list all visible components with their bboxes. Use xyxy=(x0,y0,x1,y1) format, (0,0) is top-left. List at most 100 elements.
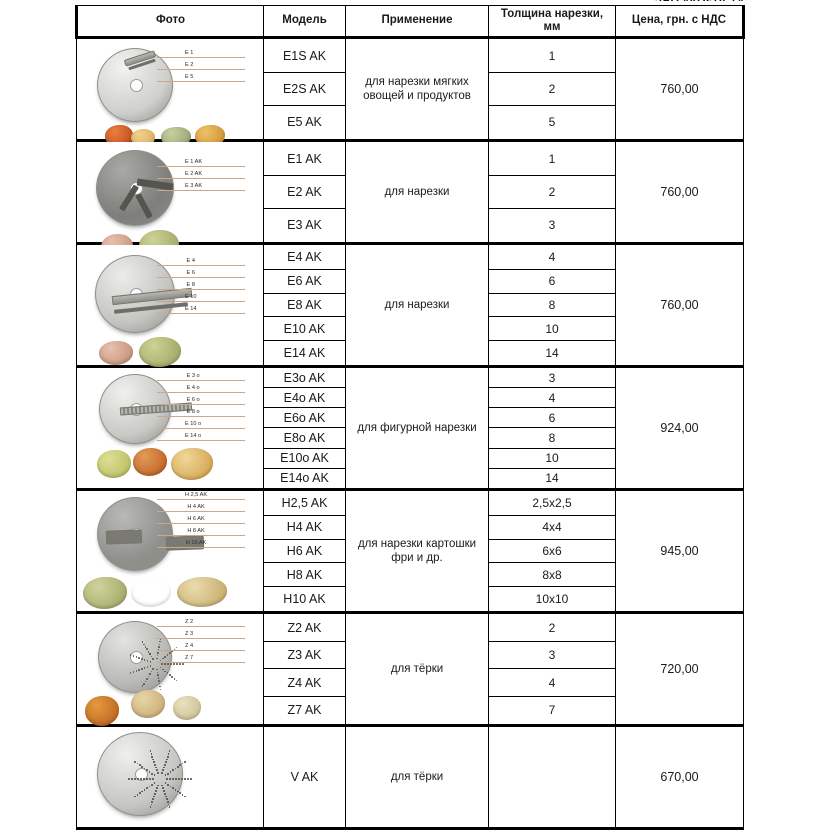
grater-tooth xyxy=(165,798,168,800)
grater-tooth xyxy=(143,643,145,646)
table-row: V AK для тёрки 670,00 xyxy=(76,724,744,830)
grater-tooth xyxy=(163,790,165,792)
application-cell: для нарезки мягких овощей и продуктов xyxy=(345,36,489,141)
table-row: Z4 AK 4 xyxy=(77,668,744,697)
grater-tooth xyxy=(156,787,158,790)
model-cell: E8 AK xyxy=(263,292,346,318)
grater-tooth xyxy=(167,663,169,665)
grater-tooth xyxy=(157,652,159,654)
grater-tooth xyxy=(166,654,169,656)
photo-cell-group-e-o: E 3 о E 4 о E 6 о E 8 о E 10 о E 14 о xyxy=(76,365,264,490)
grater-tooth xyxy=(165,795,167,798)
grater-tooth xyxy=(167,753,170,755)
grater-tooth xyxy=(147,675,150,678)
grater-tooth xyxy=(137,778,139,781)
thickness-cell: 1 xyxy=(488,35,616,74)
grater-tooth xyxy=(173,648,176,651)
food-sample xyxy=(97,450,131,478)
grater-tooth xyxy=(158,643,161,646)
grater-tooth xyxy=(141,790,144,793)
table-row: H8 AK 8x8 xyxy=(77,562,744,588)
grater-tooth xyxy=(178,778,180,781)
thickness-cell: 5 xyxy=(488,104,616,143)
grater-tooth xyxy=(176,663,178,665)
grater-tooth xyxy=(143,767,146,770)
grater-tooth xyxy=(152,778,154,781)
model-cell: E8o AK xyxy=(263,427,346,449)
application-cell: для тёрки xyxy=(345,724,489,830)
photo-cell-content: E 4 E 6 E 8 E 10 E 14 xyxy=(77,245,263,367)
grater-tooth xyxy=(164,670,166,673)
grater-tooth xyxy=(169,778,171,781)
disc-callout: H 4 AK xyxy=(157,503,245,515)
grater-tooth xyxy=(143,778,145,781)
table-body: E 1 E 2 E 5 E1S AK для нарезки мягких овощей… xyxy=(76,35,744,830)
food-sample xyxy=(133,448,167,476)
grater-tooth xyxy=(144,680,147,683)
photo-cell-content: E 1 AK E 2 AK E 3 AK xyxy=(77,142,263,262)
photo-cell-content: H 2,5 AK H 4 AK H 6 AK H 8 AK H 10 AK xyxy=(77,491,263,611)
grater-tooth xyxy=(136,794,139,796)
callout-label: E 10 о xyxy=(185,421,202,427)
application-cell: для нарезки xyxy=(345,242,489,367)
food-sample xyxy=(171,448,213,480)
model-cell: E5 AK xyxy=(263,104,346,143)
grater-tooth xyxy=(143,789,146,791)
grater-tooth xyxy=(173,663,175,665)
application-cell: для нарезки xyxy=(345,139,489,244)
grater-tooth xyxy=(157,674,159,676)
thickness-cell: 10 xyxy=(488,316,616,342)
callout-leader-line xyxy=(157,57,245,58)
grater-tooth xyxy=(156,769,158,772)
grater-tooth xyxy=(146,769,148,772)
grater-tooth xyxy=(174,789,177,791)
thickness-cell: 2 xyxy=(488,72,616,106)
grater-tooth xyxy=(138,764,141,767)
price-cell: 924,00 xyxy=(615,365,744,490)
thickness-cell: 4 xyxy=(488,387,616,409)
grater-tooth xyxy=(171,676,173,678)
table-row: E4o AK 4 xyxy=(77,387,744,409)
disc-callouts: E 1 E 2 E 5 xyxy=(157,49,245,85)
grater-tooth xyxy=(171,650,173,653)
grater-tooth xyxy=(175,778,177,781)
callout-label: E 1 xyxy=(185,50,194,56)
thickness-cell: 10x10 xyxy=(488,586,616,614)
callout-label: E 14 о xyxy=(185,433,202,439)
grater-tooth xyxy=(164,792,166,795)
disc-callouts: H 2,5 AK H 4 AK H 6 AK H 8 AK H 10 AK xyxy=(157,491,245,551)
disc-callout: E 5 xyxy=(157,73,245,85)
grater-tooth xyxy=(141,658,143,660)
pricelist-container: Фото Модель Применение Толщина нарезки, … xyxy=(75,5,745,830)
header-model: Модель xyxy=(263,5,346,38)
grater-tooth xyxy=(149,806,152,809)
table-row: E6o AK 6 xyxy=(77,407,744,429)
thickness-cell: 8 xyxy=(488,427,616,449)
grater-tooth xyxy=(172,769,174,772)
grater-tooth xyxy=(146,648,148,651)
price-cell: 945,00 xyxy=(615,488,744,613)
table-row: E 1 AK E 2 AK E 3 AK E1 AK для нарезки 1 760,0… xyxy=(76,138,744,262)
disc-callout: Z 7 xyxy=(157,654,245,666)
grater-tooth xyxy=(182,663,184,665)
application-cell: для нарезки картошки фри и др. xyxy=(345,488,489,613)
thickness-cell: 14 xyxy=(488,340,616,368)
grater-tooth xyxy=(153,782,156,785)
callout-label: E 6 о xyxy=(186,397,200,403)
header-thickness-line1: Толщина нарезки, xyxy=(500,7,604,20)
grater-tooth xyxy=(175,646,178,649)
table-row: E5 AK 5 xyxy=(77,104,744,143)
callout-label: E 3 AK xyxy=(185,183,203,189)
callout-leader-line xyxy=(157,547,245,548)
grater-tooth xyxy=(152,658,154,660)
grater-tooth xyxy=(129,672,132,674)
grater-tooth xyxy=(187,778,189,781)
price-cell: 670,00 xyxy=(615,724,744,830)
grater-tooth xyxy=(150,803,153,806)
food-sample xyxy=(131,690,165,718)
model-cell: E1 AK xyxy=(263,138,346,177)
callout-leader-line xyxy=(157,650,245,651)
grater-tooth xyxy=(148,785,151,788)
callout-label: Z 4 xyxy=(185,643,194,649)
grater-tooth xyxy=(164,774,167,777)
